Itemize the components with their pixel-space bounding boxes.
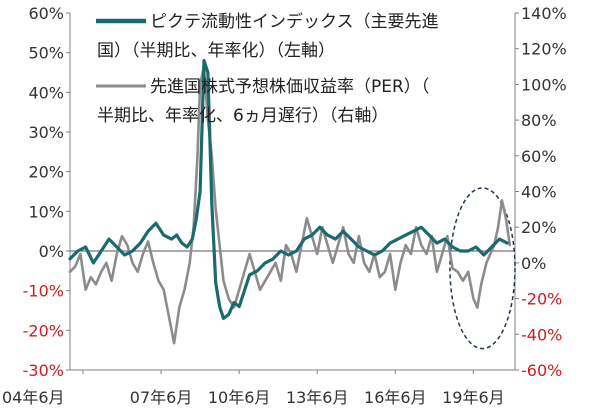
series-line-per xyxy=(68,65,512,345)
left-tick-label: 20% xyxy=(28,163,64,182)
legend-label: 半期比、年率化、6ヵ月遅行）（右軸） xyxy=(97,106,388,126)
legend-label: 国）（半期比、年率化）（左軸） xyxy=(97,41,335,61)
legend-label: 先進国株式予想株価収益率（PER）（ xyxy=(150,77,429,97)
highlight-ellipse xyxy=(449,187,516,350)
right-tick-label: 80% xyxy=(521,111,557,130)
left-tick-label: -30% xyxy=(23,361,64,380)
annotation-layer xyxy=(449,187,516,350)
left-tick-label: 10% xyxy=(28,202,64,221)
left-tick-label: 40% xyxy=(28,83,64,102)
x-tick-label: 19年6月 xyxy=(442,388,505,407)
x-tick-label: 04年6月 xyxy=(2,388,65,407)
right-tick-label: 60% xyxy=(521,147,557,166)
x-tick-label: 16年6月 xyxy=(364,388,427,407)
left-tick-label: -20% xyxy=(23,321,64,340)
right-tick-label: -60% xyxy=(521,361,562,380)
right-tick-label: 0% xyxy=(521,254,546,273)
x-tick-label: 13年6月 xyxy=(286,388,349,407)
series-line-liquidity-index xyxy=(68,58,509,320)
right-tick-label: 40% xyxy=(521,183,557,202)
left-tick-label: 30% xyxy=(28,123,64,142)
right-tick-label: -20% xyxy=(521,290,562,309)
left-tick-label: 0% xyxy=(39,242,64,261)
left-tick-label: -10% xyxy=(23,282,64,301)
left-tick-label: 50% xyxy=(28,44,64,63)
right-tick-label: 120% xyxy=(521,40,567,59)
right-tick-label: -40% xyxy=(521,325,562,344)
x-tick-label: 07年6月 xyxy=(130,388,193,407)
x-tick-label: 10年6月 xyxy=(208,388,271,407)
right-tick-label: 140% xyxy=(521,4,567,23)
series-layer xyxy=(68,58,512,345)
legend-label: ピクテ流動性インデックス（主要先進 xyxy=(150,11,439,32)
right-tick-label: 20% xyxy=(521,218,557,237)
left-tick-label: 60% xyxy=(28,4,64,23)
axes-layer: -30% -20% -10% 0% 10% 20% 30% 40% 50% 60% -60% -40%… xyxy=(2,4,567,407)
right-tick-label: 100% xyxy=(521,75,567,94)
